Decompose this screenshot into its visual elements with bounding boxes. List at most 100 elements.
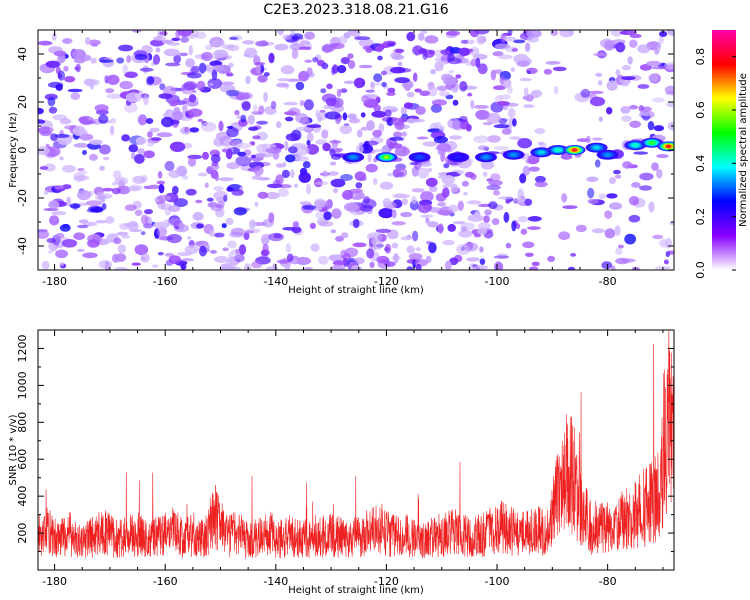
noise-blob xyxy=(301,118,310,126)
noise-blob xyxy=(466,257,480,262)
noise-blob xyxy=(470,58,478,67)
noise-blob xyxy=(598,116,603,122)
noise-blob xyxy=(275,121,282,129)
noise-blob xyxy=(54,185,65,190)
noise-blob xyxy=(523,104,535,108)
noise-blob xyxy=(251,175,262,180)
noise-blob xyxy=(187,108,203,117)
noise-blob xyxy=(391,221,406,226)
noise-blob xyxy=(221,223,227,229)
noise-blob xyxy=(415,263,422,270)
noise-blob xyxy=(195,199,203,204)
y-tick-label: -20 xyxy=(16,189,29,207)
noise-blob xyxy=(139,67,154,72)
noise-blob xyxy=(181,263,186,270)
noise-blob xyxy=(316,111,328,121)
noise-blob xyxy=(332,260,346,266)
noise-blob xyxy=(475,109,490,120)
noise-blob xyxy=(284,140,289,151)
noise-blob xyxy=(253,104,258,114)
noise-blob xyxy=(652,234,664,240)
noise-blob xyxy=(651,162,659,171)
noise-blob xyxy=(298,172,311,183)
noise-blob xyxy=(609,177,616,185)
noise-blob xyxy=(474,210,481,219)
noise-blob xyxy=(437,202,446,207)
colorbar-tick-label: 0.4 xyxy=(694,155,707,173)
noise-blob xyxy=(617,244,624,249)
noise-blob xyxy=(352,218,360,229)
noise-blob xyxy=(458,115,468,123)
noise-blob xyxy=(411,195,417,205)
noise-blob xyxy=(231,139,243,148)
noise-blob xyxy=(280,65,295,75)
noise-blob xyxy=(472,265,488,270)
noise-blob xyxy=(323,211,332,221)
noise-blob xyxy=(395,167,408,178)
noise-blob xyxy=(295,81,305,91)
noise-blob xyxy=(505,200,511,204)
noise-blob xyxy=(375,228,392,233)
noise-blob xyxy=(442,187,450,198)
noise-blob xyxy=(422,141,438,147)
noise-blob xyxy=(162,112,175,118)
noise-blob xyxy=(210,154,221,164)
noise-blob xyxy=(367,153,372,163)
noise-blob xyxy=(465,124,472,132)
noise-blob xyxy=(449,47,462,54)
noise-blob xyxy=(575,224,587,233)
noise-blob xyxy=(378,123,385,133)
noise-blob xyxy=(353,257,365,265)
noise-blob xyxy=(181,258,194,262)
signal-point xyxy=(475,152,497,163)
noise-blob xyxy=(365,47,373,53)
signal-point xyxy=(342,152,365,163)
signal-point xyxy=(596,149,619,160)
noise-blob xyxy=(198,62,207,74)
noise-blob xyxy=(322,43,336,52)
noise-blob xyxy=(51,211,66,216)
noise-blob xyxy=(611,265,616,270)
noise-blob xyxy=(531,261,540,267)
noise-blob xyxy=(290,30,295,36)
noise-blob xyxy=(213,186,224,191)
noise-blob xyxy=(400,211,413,218)
noise-blob xyxy=(88,153,98,161)
noise-blob xyxy=(428,185,438,193)
x-tick-label: -180 xyxy=(42,575,67,588)
noise-blob xyxy=(387,172,394,177)
noise-blob xyxy=(255,64,262,75)
y-tick-label: 0 xyxy=(16,147,29,154)
noise-blob xyxy=(244,230,255,234)
noise-blob xyxy=(328,254,345,262)
noise-blob xyxy=(105,216,115,224)
noise-blob xyxy=(64,76,76,83)
noise-blob xyxy=(134,153,145,164)
noise-blob xyxy=(494,146,510,151)
noise-blob xyxy=(406,245,415,254)
noise-blob xyxy=(580,88,591,98)
noise-blob xyxy=(234,253,240,260)
noise-blob xyxy=(534,181,548,188)
noise-blob xyxy=(83,221,98,227)
noise-blob xyxy=(629,120,641,128)
noise-blob xyxy=(391,209,397,219)
noise-blob xyxy=(494,43,511,50)
noise-blob xyxy=(507,85,513,94)
noise-blob xyxy=(330,264,346,270)
noise-blob xyxy=(59,224,71,232)
noise-blob xyxy=(90,57,97,64)
noise-blob xyxy=(298,46,312,50)
noise-blob xyxy=(628,214,641,223)
noise-blob xyxy=(641,111,652,117)
noise-blob xyxy=(411,188,425,193)
noise-blob xyxy=(106,74,120,86)
noise-blob xyxy=(187,157,197,167)
noise-blob xyxy=(213,55,220,59)
noise-blob xyxy=(604,210,613,219)
signal-contour xyxy=(554,148,561,152)
noise-blob xyxy=(209,229,216,235)
noise-blob xyxy=(317,60,324,66)
noise-blob xyxy=(184,126,189,133)
noise-blob xyxy=(161,116,174,128)
